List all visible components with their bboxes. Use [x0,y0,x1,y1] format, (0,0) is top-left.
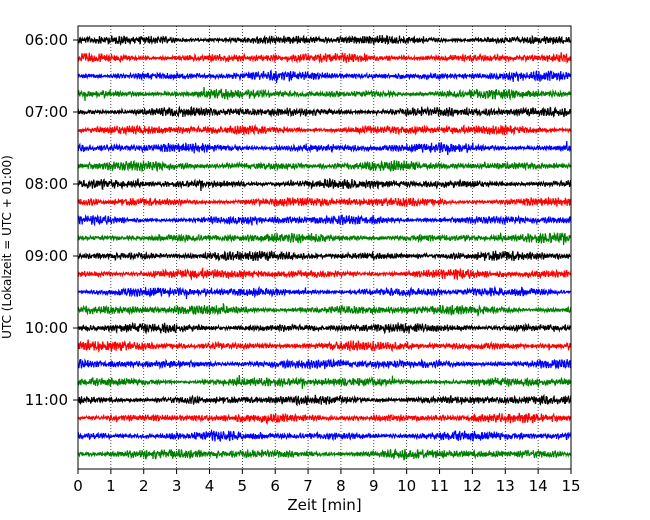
y-tick-label: 11:00 [25,391,68,409]
x-tick-label: 3 [172,477,182,495]
trace-0830 [77,213,572,227]
trace-0815 [77,196,572,208]
seismic-traces [77,34,572,461]
x-tick-label: 1 [106,477,116,495]
trace-1100 [77,393,572,407]
trace-0845 [77,231,572,246]
trace-0930 [77,285,572,300]
x-tick-label: 14 [529,477,548,495]
trace-0730 [77,140,572,156]
trace-0615 [77,52,572,64]
x-tick-label: 9 [369,477,379,495]
trace-0630 [77,69,572,84]
trace-0945 [77,303,572,317]
y-tick-label: 08:00 [25,175,68,193]
trace-0900 [77,250,572,262]
trace-1045 [77,374,572,389]
plot-frame [77,25,572,470]
x-tick-label: 8 [336,477,346,495]
x-gridlines [110,26,539,469]
trace-1130 [77,428,572,443]
y-tick-label: 09:00 [25,247,68,265]
trace-1015 [77,339,572,353]
y-tick-label: 10:00 [25,319,68,337]
x-tick-label: 10 [397,477,416,495]
x-tick-label: 11 [430,477,449,495]
x-axis-label: Zeit [min] [287,496,361,514]
trace-0715 [77,123,572,137]
trace-1145 [77,448,572,461]
x-tick-label: 4 [205,477,215,495]
y-axis-label: UTC (Lokalzeit = UTC + 01:00) [0,155,14,339]
trace-0745 [77,159,572,173]
y-axis-ticks: 06:00 07:00 08:00 09:00 10:00 11:00 [25,31,78,409]
x-tick-label: 15 [561,477,580,495]
trace-0700 [77,105,572,118]
x-tick-label: 0 [73,477,83,495]
x-axis-ticks: 0 1 2 3 4 5 6 7 8 9 10 11 12 13 14 15 [73,469,581,495]
trace-1115 [77,412,572,425]
plot-background [78,26,571,469]
x-tick-label: 5 [238,477,248,495]
x-tick-label: 7 [303,477,313,495]
x-tick-label: 6 [270,477,280,495]
y-tick-label: 07:00 [25,103,68,121]
trace-0800 [77,177,572,192]
y-tick-label: 06:00 [25,31,68,49]
trace-1000 [77,321,572,335]
trace-0645 [77,86,572,102]
trace-0915 [77,266,572,281]
trace-0600 [77,34,572,47]
x-tick-label: 2 [139,477,149,495]
trace-1030 [77,357,572,370]
x-tick-label: 12 [463,477,482,495]
x-tick-label: 13 [496,477,515,495]
